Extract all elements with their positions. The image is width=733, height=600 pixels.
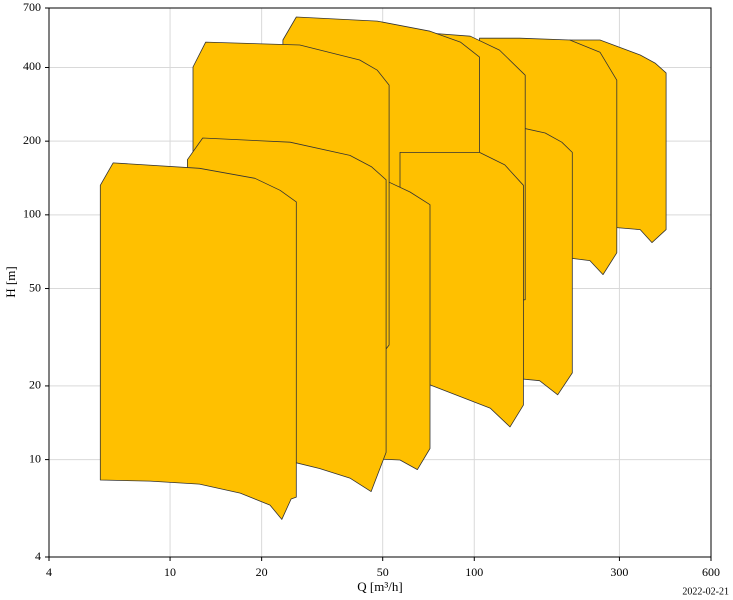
x-tick-label: 100 xyxy=(465,565,483,579)
y-tick-label: 10 xyxy=(29,451,41,465)
y-tick-label: 100 xyxy=(23,207,41,221)
x-tick-label: 600 xyxy=(702,565,720,579)
x-tick-label: 50 xyxy=(377,565,389,579)
y-tick-label: 400 xyxy=(23,59,41,73)
y-tick-label: 4 xyxy=(35,549,41,563)
x-tick-label: 10 xyxy=(164,565,176,579)
ticks: 4 10 20 50 100 300 600 4 10 20 50 100 200 400 700 xyxy=(23,0,720,579)
x-tick-label: 4 xyxy=(46,565,52,579)
y-tick-label: 50 xyxy=(29,280,41,294)
y-axis-label: H [m] xyxy=(3,266,18,297)
x-tick-label: 20 xyxy=(256,565,268,579)
date-footer: 2022-02-21 xyxy=(682,586,729,597)
y-tick-label: 20 xyxy=(29,378,41,392)
x-tick-label: 300 xyxy=(610,565,628,579)
regions xyxy=(99,16,667,520)
x-axis-label: Q [m³/h] xyxy=(357,579,402,594)
plot-frame xyxy=(48,7,712,558)
y-tick-label: 700 xyxy=(23,0,41,14)
y-tick-label: 200 xyxy=(23,133,41,147)
performance-region xyxy=(99,162,297,520)
